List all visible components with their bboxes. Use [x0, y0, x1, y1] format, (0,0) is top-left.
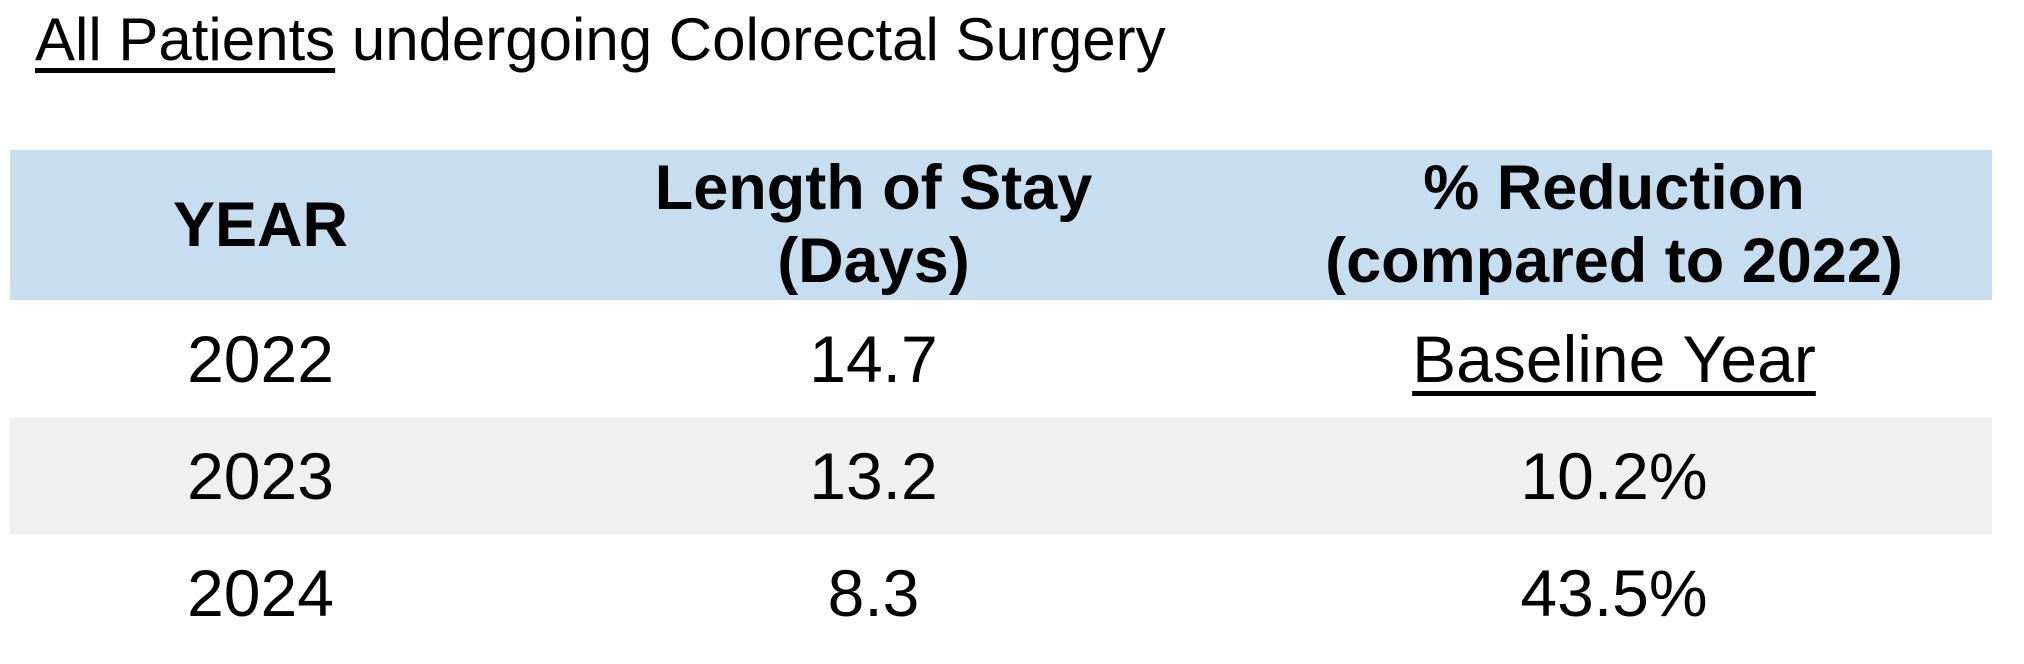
header-cell-year: YEAR [10, 150, 511, 300]
page-title-rest: undergoing Colorectal Surgery [335, 6, 1166, 73]
cell-year: 2024 [187, 555, 334, 630]
header-reduction-line1: % Reduction [1423, 153, 1805, 223]
cell-length-of-stay: 8.3 [827, 555, 920, 630]
header-los-line2: (Days) [777, 226, 970, 296]
table-row-2023: 2023 13.2 10.2% [10, 417, 1992, 534]
page-title-emphasized: All Patients [35, 6, 336, 73]
header-cell-reduction: % Reduction (compared to 2022) [1236, 150, 1992, 300]
cell-reduction: 43.5% [1520, 555, 1708, 630]
header-los-line1: Length of Stay [654, 153, 1093, 223]
cell-year: 2023 [187, 438, 334, 513]
baseline-year-label: Baseline Year [1412, 321, 1816, 396]
table-header-row: YEAR Length of Stay (Days) % Reduction (… [10, 150, 1992, 300]
header-reduction-line2: (compared to 2022) [1325, 226, 1903, 296]
cell-year: 2022 [187, 321, 334, 396]
header-cell-length-of-stay: Length of Stay (Days) [511, 150, 1236, 300]
patients-los-table: YEAR Length of Stay (Days) % Reduction (… [10, 150, 1992, 651]
table-row-2024: 2024 8.3 43.5% [10, 534, 1992, 651]
page-title: All Patients undergoing Colorectal Surge… [35, 4, 1166, 76]
cell-reduction: 10.2% [1520, 438, 1708, 513]
header-year-label: YEAR [172, 189, 349, 260]
cell-length-of-stay: 14.7 [809, 321, 938, 396]
table-row-2022: 2022 14.7 Baseline Year [10, 300, 1992, 417]
cell-length-of-stay: 13.2 [809, 438, 938, 513]
cell-reduction: Baseline Year [1236, 300, 1992, 417]
